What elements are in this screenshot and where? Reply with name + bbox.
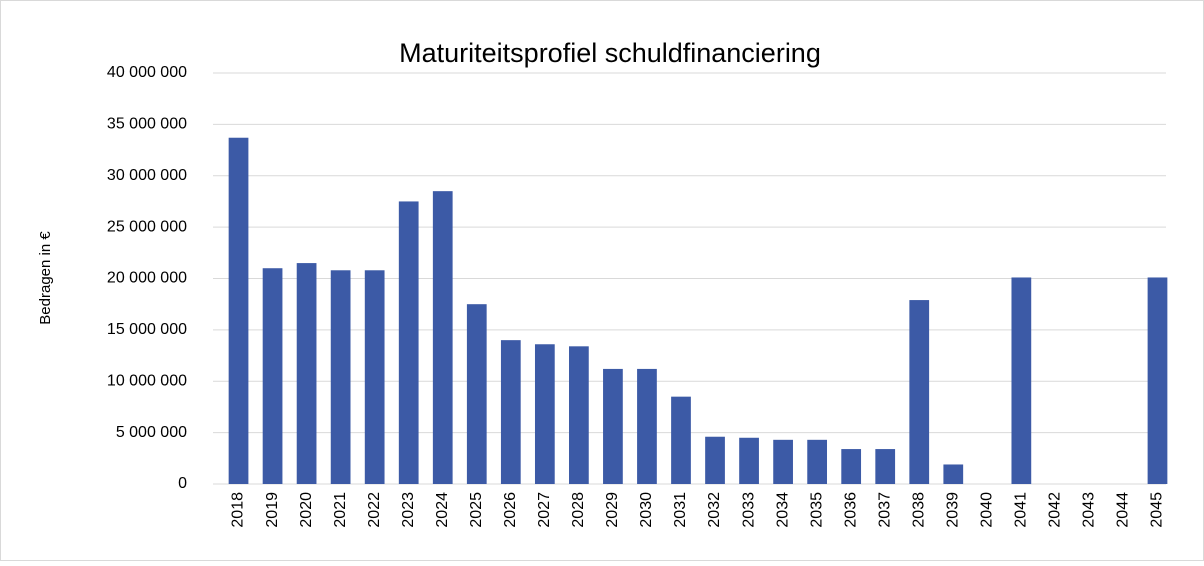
x-tick-label: 2022 — [366, 492, 383, 528]
x-tick-label: 2041 — [1013, 492, 1030, 528]
bar — [637, 368, 657, 484]
bar — [773, 439, 793, 484]
bar — [466, 304, 487, 484]
x-tick-label: 2028 — [570, 492, 587, 528]
x-tick-label: 2024 — [434, 492, 451, 528]
bar — [569, 346, 589, 484]
x-tick-label: 2023 — [400, 492, 417, 528]
bar — [432, 191, 453, 484]
x-tick-label: 2021 — [332, 492, 349, 528]
x-tick-label: 2042 — [1047, 492, 1064, 528]
bar — [500, 340, 521, 484]
bar — [534, 344, 555, 484]
bar — [909, 300, 930, 484]
bar — [364, 270, 385, 484]
y-tick-label: 40 000 000 — [107, 64, 187, 81]
chart-title: Maturiteitsprofiel schuldfinanciering — [399, 38, 821, 68]
x-tick-label: 2019 — [264, 492, 281, 528]
x-tick-label: 2018 — [230, 492, 247, 528]
x-tick-label: 2020 — [298, 492, 315, 528]
bar — [296, 263, 317, 484]
x-tick-label: 2043 — [1081, 492, 1098, 528]
y-tick-label: 30 000 000 — [107, 167, 187, 184]
bar — [1011, 277, 1032, 484]
bar — [330, 270, 351, 484]
bar — [262, 268, 283, 484]
x-tick-label: 2040 — [979, 492, 996, 528]
x-tick-label: 2039 — [944, 492, 961, 528]
x-tick-label: 2045 — [1149, 492, 1166, 528]
bar — [841, 449, 862, 484]
bar — [875, 449, 896, 484]
x-tick-label: 2035 — [808, 492, 825, 528]
bar — [398, 201, 419, 484]
x-tick-label: 2031 — [672, 492, 689, 528]
bar — [1147, 277, 1168, 484]
x-tick-label: 2044 — [1115, 492, 1132, 528]
x-tick-label: 2037 — [876, 492, 893, 528]
bar — [943, 464, 964, 484]
bar — [228, 137, 249, 485]
bar — [603, 368, 623, 484]
x-tick-label: 2029 — [604, 492, 621, 528]
x-tick-label: 2033 — [740, 492, 757, 528]
bar — [671, 396, 691, 484]
x-tick-label: 2034 — [774, 492, 791, 528]
x-tick-label: 2036 — [842, 492, 859, 528]
y-tick-label: 35 000 000 — [107, 116, 187, 133]
bar — [739, 437, 759, 484]
bar — [807, 439, 828, 484]
x-tick-label: 2030 — [638, 492, 655, 528]
x-tick-label: 2027 — [536, 492, 553, 528]
y-tick-label: 25 000 000 — [107, 218, 187, 235]
bar — [705, 436, 725, 484]
y-tick-label: 20 000 000 — [107, 270, 187, 287]
y-tick-label: 10 000 000 — [107, 372, 187, 389]
y-tick-label: 0 — [178, 475, 187, 492]
y-tick-label: 5 000 000 — [116, 424, 187, 441]
y-tick-label: 15 000 000 — [107, 321, 187, 338]
x-tick-label: 2038 — [910, 492, 927, 528]
x-tick-label: 2025 — [468, 492, 485, 528]
x-tick-label: 2026 — [502, 492, 519, 528]
x-tick-label: 2032 — [706, 492, 723, 528]
y-axis-label: Bedragen in € — [37, 231, 54, 325]
